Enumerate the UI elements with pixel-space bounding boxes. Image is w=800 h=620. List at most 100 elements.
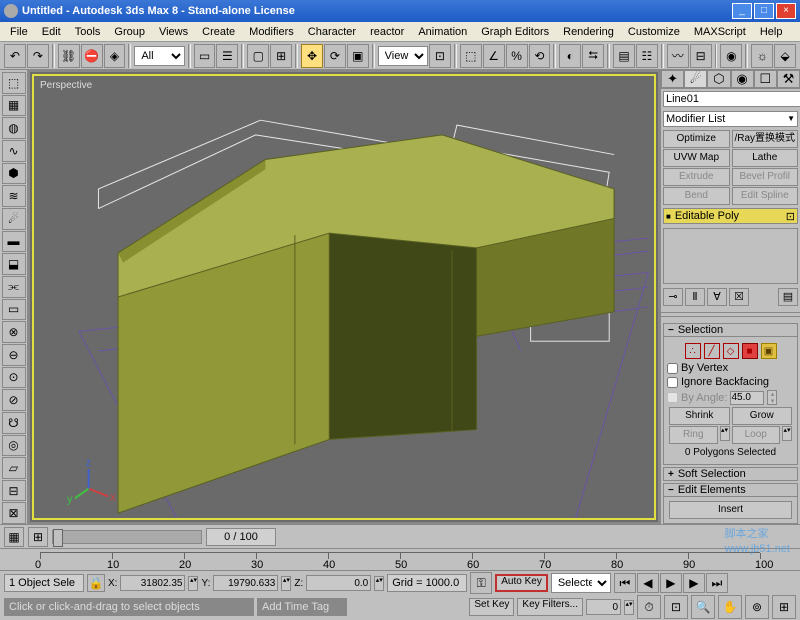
zoom-button[interactable]: 🔍 [691,595,715,619]
border-subobj-icon[interactable]: ◇ [723,343,739,359]
cloth-icon[interactable]: ▦ [2,95,26,117]
menu-edit[interactable]: Edit [36,24,67,40]
optimize-button[interactable]: Optimize [663,130,730,148]
angle-snap-button[interactable]: ∠ [483,44,505,68]
hinge-icon[interactable]: ⊘ [2,389,26,411]
selection-rollup-header[interactable]: Selection [663,323,798,337]
-ray-----button[interactable]: /Ray置换模式 [732,130,799,148]
pivot-button[interactable]: ⊡ [429,44,451,68]
edge-subobj-icon[interactable]: ╱ [704,343,720,359]
menu-character[interactable]: Character [302,24,362,40]
spring-icon[interactable]: ⫘ [2,276,26,298]
mirror-button[interactable]: ⮀ [582,44,604,68]
move-button[interactable]: ✥ [301,44,323,68]
undo-button[interactable]: ↶ [4,44,26,68]
angle-spinner[interactable]: ▴▾ [767,390,777,405]
link-button[interactable]: ⛓ [58,44,80,68]
object-name-input[interactable] [663,91,800,107]
minimize-button[interactable]: _ [732,3,752,19]
menu-animation[interactable]: Animation [412,24,473,40]
menu-maxscript[interactable]: MAXScript [688,24,752,40]
prism-icon[interactable]: ▱ [2,457,26,479]
modifier-stack-item[interactable]: Editable Poly⊡ [663,208,798,224]
soft-selection-header[interactable]: Soft Selection [663,467,798,481]
bevel-profil-button[interactable]: Bevel Profil [732,168,799,186]
pin-stack-button[interactable]: ⊸ [663,288,683,306]
modify-tab[interactable]: ☄ [684,70,707,88]
ref-coord-dropdown[interactable]: View [378,46,428,66]
align-button[interactable]: ▤ [613,44,635,68]
time-slider[interactable] [52,530,202,544]
goto-end-button[interactable]: ⏭ [706,573,728,593]
configure-button[interactable]: ▤ [778,288,798,306]
rect-select-button[interactable]: ▢ [247,44,269,68]
water-icon[interactable]: ≋ [2,185,26,207]
percent-snap-button[interactable]: % [506,44,528,68]
snap-button[interactable]: ⬚ [460,44,482,68]
grow-button[interactable]: Grow [732,407,793,425]
edit-elements-header[interactable]: Edit Elements [663,483,798,497]
pan-button[interactable]: ✋ [718,595,742,619]
extrude-button[interactable]: Extrude [663,168,730,186]
modifier-stack-area[interactable] [663,228,798,284]
menu-reactor[interactable]: reactor [364,24,410,40]
unlink-button[interactable]: ⛔ [81,44,103,68]
spinner-snap-button[interactable]: ⟲ [529,44,551,68]
zoom-ext-button[interactable]: ⊡ [664,595,688,619]
bend-button[interactable]: Bend [663,187,730,205]
uvw-map-button[interactable]: UVW Map [663,149,730,167]
rope-icon[interactable]: ∿ [2,140,26,162]
lock-selection-icon[interactable]: 🔒 [87,574,105,592]
curve-editor-button[interactable]: 〰 [667,44,689,68]
maximize-button[interactable]: □ [754,3,774,19]
play-button[interactable]: ▶ [660,573,682,593]
scale-button[interactable]: ▣ [347,44,369,68]
x-coord-input[interactable] [120,575,185,591]
time-config-button[interactable]: ⏱ [637,595,661,619]
redo-button[interactable]: ↷ [27,44,49,68]
menu-views[interactable]: Views [153,24,194,40]
utilities-tab[interactable]: ⚒ [777,70,800,88]
soft-body-icon[interactable]: ◍ [2,117,26,139]
loop-button[interactable]: Loop [732,426,781,444]
wind-icon[interactable]: ☄ [2,208,26,230]
key-mode-icon[interactable]: ⊞ [28,527,48,547]
window-crossing-button[interactable]: ⊞ [270,44,292,68]
select-button[interactable]: ▭ [194,44,216,68]
key-icon[interactable]: ⚿ [470,572,492,594]
key-target-dropdown[interactable]: Selected [551,573,611,593]
plane-icon[interactable]: ▭ [2,299,26,321]
menu-modifiers[interactable]: Modifiers [243,24,300,40]
next-frame-button[interactable]: ▶ [683,573,705,593]
lin-dash-icon[interactable]: ⊟ [2,480,26,502]
deform-icon[interactable]: ⬢ [2,163,26,185]
menu-create[interactable]: Create [196,24,241,40]
rotate-button[interactable]: ⟳ [324,44,346,68]
set-key-mode-icon[interactable]: ▦ [4,527,24,547]
menu-file[interactable]: File [4,24,34,40]
toy-car-icon[interactable]: ▬ [2,231,26,253]
create-tab[interactable]: ✦ [661,70,684,88]
arc-rotate-button[interactable]: ⊚ [745,595,769,619]
menu-tools[interactable]: Tools [69,24,107,40]
dash-pot-icon[interactable]: ⊖ [2,344,26,366]
goto-start-button[interactable]: ⏮ [614,573,636,593]
point-icon[interactable]: ⊙ [2,367,26,389]
menu-group[interactable]: Group [108,24,151,40]
by-angle-checkbox[interactable] [667,392,678,403]
unique-button[interactable]: ∀ [707,288,727,306]
schematic-button[interactable]: ⊟ [690,44,712,68]
lathe-button[interactable]: Lathe [732,149,799,167]
ring-button[interactable]: Ring [669,426,718,444]
fracture-icon[interactable]: ⬓ [2,253,26,275]
bind-button[interactable]: ◈ [104,44,126,68]
key-filters-button[interactable]: Key Filters... [517,598,583,616]
vertex-subobj-icon[interactable]: ∴ [685,343,701,359]
modifier-list-dropdown[interactable]: Modifier List [663,111,798,127]
angle-input[interactable] [730,391,764,405]
show-end-button[interactable]: Ⅱ [685,288,705,306]
motor-icon[interactable]: ⊗ [2,321,26,343]
menu-customize[interactable]: Customize [622,24,686,40]
y-coord-input[interactable] [213,575,278,591]
selection-filter[interactable]: All [134,46,184,66]
